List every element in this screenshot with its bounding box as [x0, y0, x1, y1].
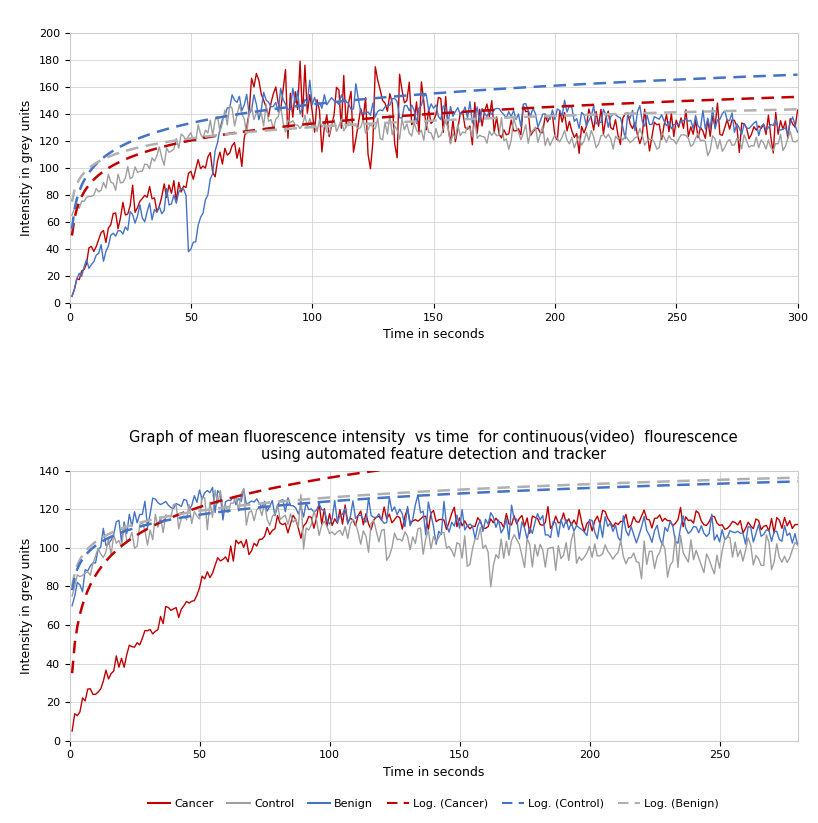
Y-axis label: Intensity in grey units: Intensity in grey units [20, 100, 33, 236]
Legend: Cancer, Control, Benign, Log. (Cancer), Log. (Control), Log. (Benign): Cancer, Control, Benign, Log. (Cancer), … [143, 795, 724, 814]
Y-axis label: Intensity in grey units: Intensity in grey units [20, 537, 33, 674]
X-axis label: Time in seconds: Time in seconds [383, 328, 484, 342]
Title: Graph of mean fluorescence intensity  vs time  for continuous(video)  flourescen: Graph of mean fluorescence intensity vs … [129, 430, 738, 463]
X-axis label: Time in seconds: Time in seconds [383, 766, 484, 779]
